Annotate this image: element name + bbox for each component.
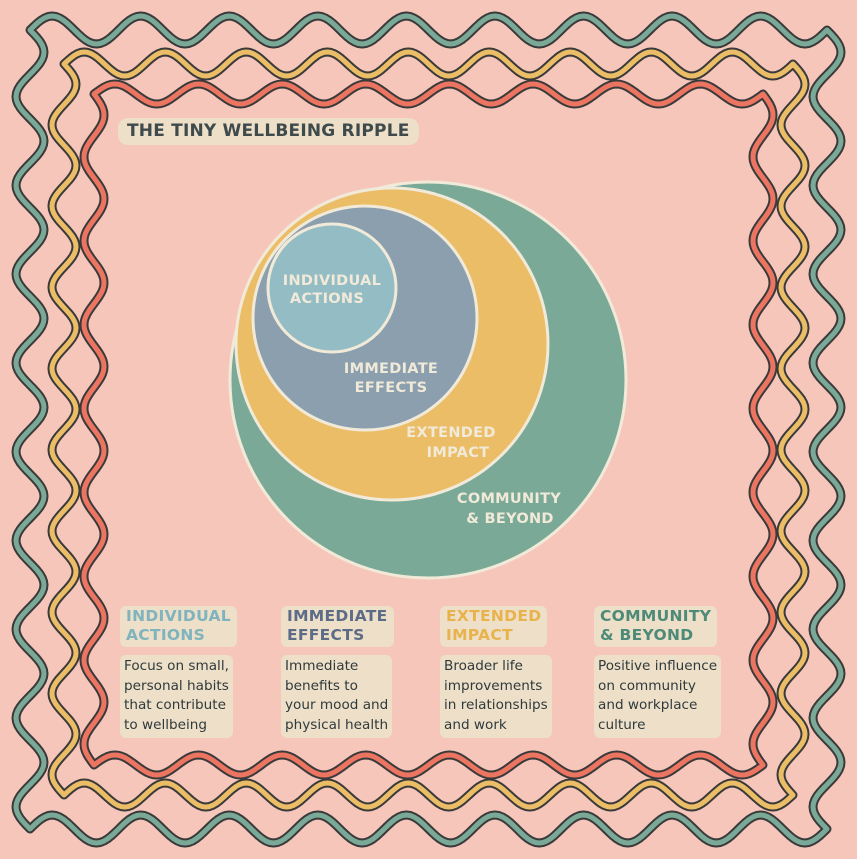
ring-label-extended-1: EXTENDED (406, 425, 495, 441)
desc-line: on community (598, 677, 696, 694)
column-community-beyond: COMMUNITY & BEYOND Positive influence on… (594, 606, 754, 738)
column-description: Immediate benefits to your mood and phys… (281, 655, 393, 738)
heading-line: IMMEDIATE (287, 607, 388, 625)
desc-line: personal habits (124, 677, 229, 694)
page-title: THE TINY WELLBEING RIPPLE (118, 118, 419, 145)
desc-line: Focus on small, (124, 658, 229, 674)
ring-label-extended-2: IMPACT (427, 445, 490, 461)
ring-label-individual-1: INDIVIDUAL (283, 273, 381, 289)
column-individual-actions: INDIVIDUAL ACTIONS Focus on small, perso… (120, 606, 280, 738)
column-description: Positive influence on community and work… (594, 655, 722, 738)
ring-individual (266, 222, 398, 354)
heading-line: INDIVIDUAL (126, 607, 231, 625)
desc-line: in relationships (444, 697, 548, 713)
desc-line: physical health (285, 716, 389, 733)
border-middle (49, 49, 808, 810)
ring-label-individual-2: ACTIONS (290, 291, 364, 307)
column-heading: INDIVIDUAL ACTIONS (120, 606, 237, 647)
heading-line: EFFECTS (287, 626, 365, 644)
desc-line: culture (598, 716, 646, 733)
desc-line: that contribute (124, 697, 226, 713)
heading-line: & BEYOND (600, 626, 694, 644)
desc-line: Broader life (444, 658, 523, 674)
ring-label-immediate-1: IMMEDIATE (344, 361, 438, 377)
column-immediate-effects: IMMEDIATE EFFECTS Immediate benefits to … (281, 606, 441, 738)
desc-line: Immediate (285, 658, 359, 674)
desc-line: and workplace (598, 697, 698, 713)
ring-label-community-1: COMMUNITY (457, 491, 561, 507)
wavy-border (11, 11, 846, 848)
desc-line: benefits to (285, 677, 358, 694)
column-heading: IMMEDIATE EFFECTS (281, 606, 394, 647)
desc-line: Positive influence (598, 658, 718, 674)
heading-line: COMMUNITY (600, 607, 712, 625)
column-description: Focus on small, personal habits that con… (120, 655, 233, 738)
ripple-diagram: INDIVIDUAL ACTIONS IMMEDIATE EFFECTS EXT… (228, 180, 628, 580)
heading-line: IMPACT (446, 626, 513, 644)
column-heading: EXTENDED IMPACT (440, 606, 548, 647)
heading-line: EXTENDED (446, 607, 542, 625)
desc-line: to wellbeing (124, 716, 208, 733)
desc-line: improvements (444, 677, 543, 694)
border-outer (13, 13, 844, 846)
desc-line: and work (444, 716, 507, 733)
heading-line: ACTIONS (126, 626, 206, 644)
column-heading: COMMUNITY & BEYOND (594, 606, 718, 647)
border-inner (81, 81, 776, 778)
column-description: Broader life improvements in relationshi… (440, 655, 552, 738)
ring-label-immediate-2: EFFECTS (355, 380, 428, 396)
desc-line: your mood and (285, 697, 389, 713)
column-extended-impact: EXTENDED IMPACT Broader life improvement… (440, 606, 600, 738)
ring-label-community-2: & BEYOND (466, 511, 554, 527)
